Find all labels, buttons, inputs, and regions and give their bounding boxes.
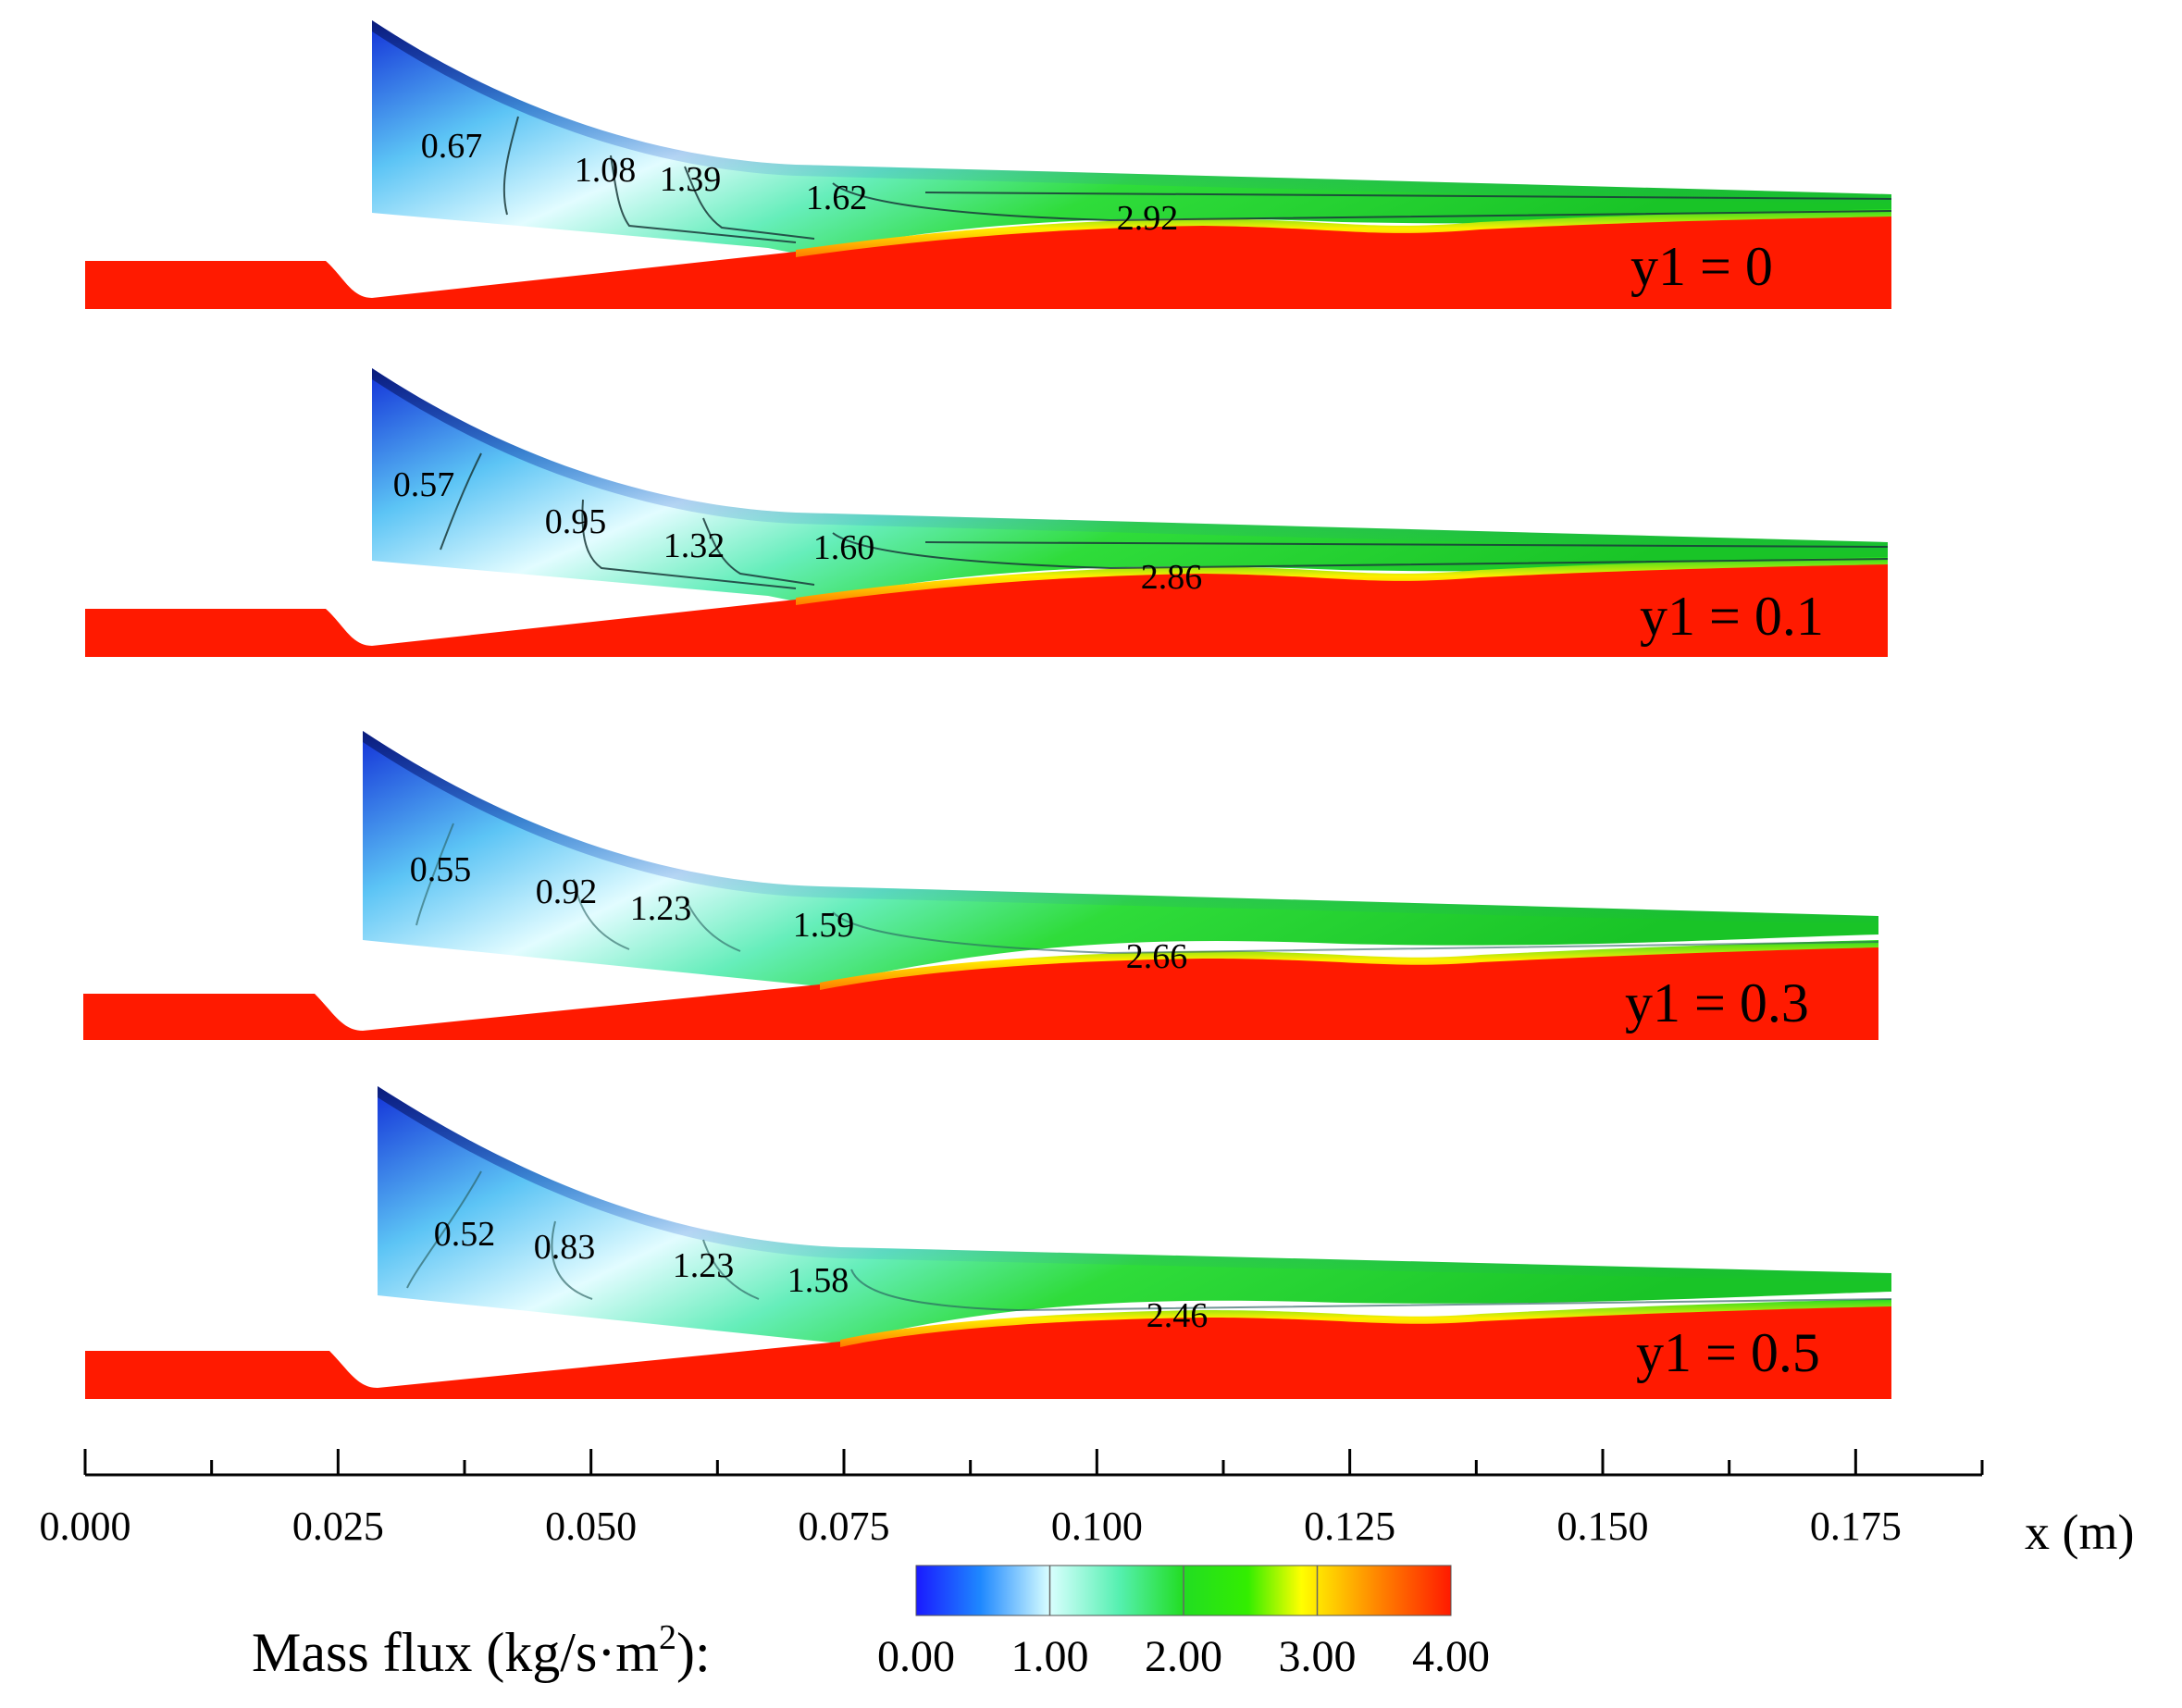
contour-line	[832, 532, 1889, 570]
contour-line	[581, 499, 797, 589]
contour-label-1: 0.52	[434, 1215, 496, 1254]
x-tick-labels: 0.000 0.025 0.050 0.075 0.100 0.125 0.150 0.175	[40, 1504, 1902, 1549]
flow-region	[363, 731, 1878, 986]
interface-band	[796, 557, 1888, 605]
high-flux-region	[85, 211, 1891, 309]
x-tick-label: 0.100	[1051, 1504, 1143, 1549]
contour-line	[610, 155, 797, 243]
colorbar-tick-label: 2.00	[1145, 1632, 1222, 1681]
contour-line	[415, 823, 454, 926]
contour-line	[502, 116, 519, 216]
x-tick-label: 0.050	[545, 1504, 637, 1549]
high-flux-region	[85, 1301, 1891, 1399]
contour-line	[832, 182, 1892, 222]
contour-line	[551, 1220, 593, 1300]
flow-region	[372, 20, 1891, 254]
contour-label-4: 1.60	[813, 528, 875, 567]
contour-lines	[440, 452, 1889, 589]
contour-lines	[502, 116, 1892, 243]
contour-lines	[415, 823, 1879, 955]
panel-y1-0-3: 0.55 0.92 1.23 1.59 2.66 y1 = 0.3	[83, 731, 1879, 1040]
colorbar-title-prefix: Mass flux (kg/s·m	[252, 1622, 659, 1683]
colorbar-title-suffix: ):	[676, 1622, 711, 1683]
contour-label-4: 1.58	[787, 1261, 849, 1300]
contour-line	[924, 541, 1889, 548]
contour-line	[406, 1170, 482, 1289]
x-axis-title: x (m)	[2025, 1504, 2134, 1560]
colorbar-tick-label: 4.00	[1412, 1632, 1490, 1681]
contour-label-2: 0.83	[534, 1228, 596, 1267]
contour-label-5: 2.66	[1126, 937, 1188, 976]
contour-label-4: 1.59	[793, 906, 855, 945]
colorbar-title: Mass flux (kg/s·m2):	[252, 1618, 711, 1683]
contour-line	[850, 1269, 1892, 1312]
x-tick-label: 0.125	[1304, 1504, 1395, 1549]
contour-lines	[406, 1170, 1892, 1312]
x-ticks	[83, 1449, 1984, 1475]
contour-label-3: 1.23	[673, 1246, 735, 1285]
contour-label-1: 0.67	[421, 127, 483, 166]
panel-y1-0-5: 0.52 0.83 1.23 1.58 2.46 y1 = 0.5	[85, 1086, 1892, 1399]
contour-label-5: 2.46	[1147, 1296, 1209, 1335]
panel-y1-0: 0.67 1.08 1.39 1.62 2.92 y1 = 0	[85, 20, 1892, 309]
panel-y1-0-1: 0.57 0.95 1.32 1.60 2.86 y1 = 0.1	[85, 368, 1889, 657]
contour-label-3: 1.32	[663, 526, 725, 565]
high-flux-region	[83, 942, 1878, 1040]
x-tick-label: 0.175	[1810, 1504, 1902, 1549]
contour-label-1: 0.55	[410, 850, 472, 889]
high-flux-region	[85, 559, 1888, 657]
contour-line	[684, 166, 815, 240]
interface-band	[840, 1299, 1891, 1347]
panel-label: y1 = 0.1	[1640, 586, 1824, 647]
contour-label-3: 1.39	[660, 160, 722, 199]
contour-line	[924, 192, 1892, 200]
panel-label: y1 = 0.3	[1625, 972, 1809, 1033]
contour-label-2: 0.95	[545, 502, 607, 541]
panel-label: y1 = 0	[1630, 236, 1773, 297]
colorbar-tick-label: 3.00	[1279, 1632, 1357, 1681]
interface-band	[820, 940, 1878, 990]
x-tick-label: 0.075	[799, 1504, 890, 1549]
panel-label: y1 = 0.5	[1636, 1322, 1820, 1383]
x-tick-label: 0.000	[40, 1504, 131, 1549]
colorbar-dividers	[1048, 1566, 1319, 1615]
contour-label-5: 2.92	[1117, 199, 1179, 238]
colorbar-tick-label: 0.00	[877, 1632, 955, 1681]
colorbar: Mass flux (kg/s·m2): 0.00 1.00 2.00 3.00 4.0…	[252, 1565, 1490, 1683]
flow-region	[372, 368, 1888, 601]
contour-label-5: 2.86	[1141, 558, 1203, 597]
contour-label-3: 1.23	[630, 889, 692, 928]
contour-line	[440, 452, 482, 551]
contour-line	[832, 911, 1879, 955]
x-tick-label: 0.025	[292, 1504, 384, 1549]
flow-region	[378, 1086, 1891, 1343]
contour-label-4: 1.62	[806, 179, 868, 217]
contour-line	[684, 897, 741, 952]
contour-label-2: 0.92	[536, 873, 598, 911]
colorbar-title-sup: 2	[659, 1618, 676, 1657]
contour-line	[702, 517, 815, 586]
contour-label-2: 1.08	[575, 151, 637, 190]
x-tick-label: 0.150	[1557, 1504, 1649, 1549]
contour-line	[702, 1239, 760, 1300]
contour-line	[573, 878, 630, 950]
contour-label-1: 0.57	[393, 465, 455, 504]
interface-band	[796, 209, 1891, 257]
x-axis: 0.000 0.025 0.050 0.075 0.100 0.125 0.150 0.175…	[40, 1449, 2134, 1560]
colorbar-tick-labels: 0.00 1.00 2.00 3.00 4.00	[877, 1632, 1490, 1681]
colorbar-tick-label: 1.00	[1011, 1632, 1089, 1681]
